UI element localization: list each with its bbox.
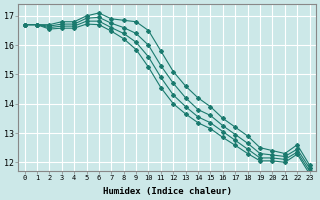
X-axis label: Humidex (Indice chaleur): Humidex (Indice chaleur) [103, 187, 232, 196]
